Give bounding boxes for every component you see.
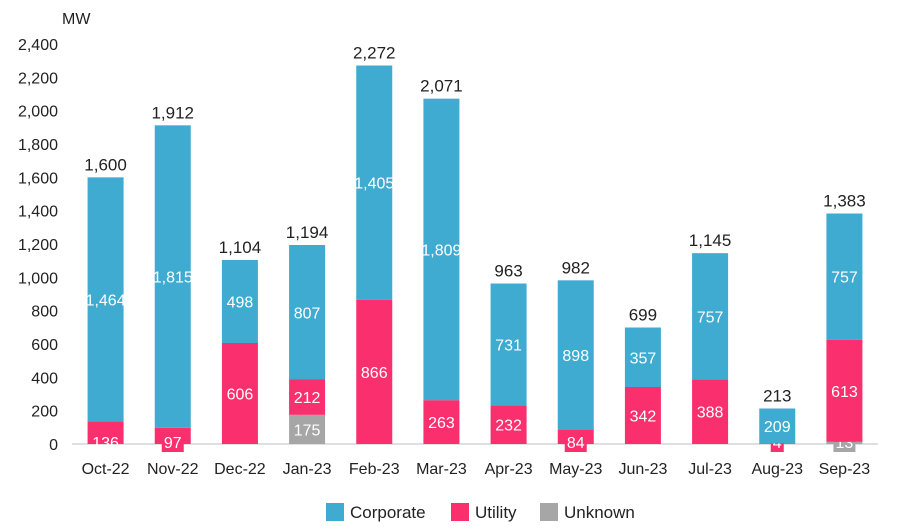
x-tick-label: Mar-23 bbox=[416, 461, 467, 478]
legend-label-unknown: Unknown bbox=[564, 503, 635, 522]
x-axis: Oct-22 Nov-22 Dec-22 Jan-23 Feb-23 Mar-23 Apr-… bbox=[82, 461, 871, 478]
bars-group: 136 1,464 1,600 97 1,815 1,912 606 498 1,104 175 2… bbox=[84, 44, 866, 452]
y-tick-label: 400 bbox=[31, 370, 58, 387]
total-label: 982 bbox=[562, 258, 590, 277]
total-label: 1,145 bbox=[689, 231, 732, 250]
data-label-utility: 232 bbox=[495, 418, 522, 435]
data-label-utility: 212 bbox=[294, 390, 321, 407]
bar-segment-corporate bbox=[289, 245, 326, 380]
y-tick-label: 2,200 bbox=[18, 70, 58, 87]
data-label-utility: 136 bbox=[92, 435, 119, 452]
data-label-utility: 388 bbox=[697, 405, 724, 422]
data-label-corporate: 898 bbox=[562, 348, 589, 365]
y-tick-label: 1,400 bbox=[18, 204, 58, 221]
bar-segment-corporate bbox=[759, 408, 796, 444]
x-tick-label: Oct-22 bbox=[82, 461, 130, 478]
data-label-utility: 613 bbox=[831, 384, 858, 401]
data-label-utility: 606 bbox=[227, 387, 254, 404]
total-label: 1,600 bbox=[84, 155, 127, 174]
total-label: 699 bbox=[629, 306, 657, 325]
data-label-corporate: 1,405 bbox=[354, 176, 394, 193]
x-tick-label: May-23 bbox=[549, 461, 602, 478]
data-label-corporate: 1,809 bbox=[421, 242, 461, 259]
bar-segment-corporate bbox=[87, 177, 124, 422]
legend: Corporate Utility Unknown bbox=[326, 503, 635, 522]
bar-segment-utility bbox=[423, 400, 460, 444]
total-label: 213 bbox=[763, 387, 791, 406]
y-tick-label: 1,800 bbox=[18, 137, 58, 154]
data-label-corporate: 357 bbox=[630, 350, 657, 367]
y-tick-label: 2,400 bbox=[18, 37, 58, 54]
y-axis-label: MW bbox=[62, 11, 91, 28]
y-tick-label: 2,000 bbox=[18, 104, 58, 121]
data-label-corporate: 1,815 bbox=[153, 270, 193, 287]
legend-label-corporate: Corporate bbox=[350, 503, 426, 522]
total-label: 1,912 bbox=[151, 103, 194, 122]
data-label-utility: 4 bbox=[773, 435, 782, 452]
total-label: 1,104 bbox=[219, 238, 262, 257]
total-label: 1,194 bbox=[286, 223, 329, 242]
bar-segment-utility bbox=[87, 421, 124, 444]
x-tick-label: Sep-23 bbox=[819, 461, 871, 478]
data-label-unknown: 175 bbox=[294, 422, 321, 439]
y-tick-label: 600 bbox=[31, 337, 58, 354]
y-tick-label: 200 bbox=[31, 404, 58, 421]
x-tick-label: Dec-22 bbox=[214, 461, 266, 478]
legend-swatch-corporate bbox=[326, 503, 344, 521]
bar-segment-corporate bbox=[423, 98, 460, 401]
data-label-corporate: 731 bbox=[495, 337, 522, 354]
bar-segment-corporate bbox=[490, 283, 527, 406]
data-label-utility: 263 bbox=[428, 415, 455, 432]
bar-segment-utility bbox=[624, 387, 661, 444]
data-label-utility: 97 bbox=[164, 435, 182, 452]
bar-segment-corporate bbox=[356, 65, 393, 300]
data-label-corporate: 209 bbox=[764, 419, 791, 436]
x-tick-label: Jan-23 bbox=[283, 461, 332, 478]
data-label-utility: 342 bbox=[630, 409, 657, 426]
total-label: 1,383 bbox=[823, 192, 866, 211]
data-label-corporate: 757 bbox=[697, 309, 724, 326]
total-label: 2,272 bbox=[353, 44, 396, 63]
bar-segment-corporate bbox=[826, 213, 863, 340]
y-axis: 0 200 400 600 800 1,000 1,200 1,400 1,600 1,800 2,… bbox=[18, 37, 58, 454]
data-label-corporate: 757 bbox=[831, 270, 858, 287]
y-tick-label: 1,000 bbox=[18, 270, 58, 287]
legend-swatch-utility bbox=[451, 503, 469, 521]
bar-segment-corporate bbox=[692, 253, 729, 380]
data-label-corporate: 807 bbox=[294, 305, 321, 322]
data-label-utility: 84 bbox=[567, 435, 585, 452]
y-tick-label: 1,200 bbox=[18, 237, 58, 254]
bar-segment-corporate bbox=[154, 125, 191, 428]
data-label-corporate: 498 bbox=[227, 295, 254, 312]
x-tick-label: Jun-23 bbox=[618, 461, 667, 478]
y-tick-label: 0 bbox=[49, 437, 58, 454]
x-tick-label: Nov-22 bbox=[147, 461, 199, 478]
bar-segment-corporate bbox=[624, 327, 661, 387]
bar-segment-corporate bbox=[557, 280, 594, 430]
x-tick-label: Feb-23 bbox=[349, 461, 400, 478]
legend-label-utility: Utility bbox=[475, 503, 517, 522]
bar-segment-corporate bbox=[221, 260, 258, 343]
y-tick-label: 1,600 bbox=[18, 170, 58, 187]
x-tick-label: Apr-23 bbox=[485, 461, 533, 478]
legend-swatch-unknown bbox=[540, 503, 558, 521]
data-label-corporate: 1,464 bbox=[86, 292, 126, 309]
total-label: 2,071 bbox=[420, 77, 463, 96]
bar-segment-utility bbox=[490, 405, 527, 444]
data-label-bg bbox=[161, 432, 184, 452]
bar-segment-utility bbox=[356, 299, 393, 444]
total-label: 963 bbox=[494, 262, 522, 281]
bar-segment-utility bbox=[289, 379, 326, 415]
data-label-bg bbox=[564, 432, 587, 452]
x-tick-label: Jul-23 bbox=[688, 461, 732, 478]
data-label-utility: 866 bbox=[361, 365, 388, 382]
x-tick-label: Aug-23 bbox=[751, 461, 803, 478]
y-tick-label: 800 bbox=[31, 304, 58, 321]
bar-segment-utility bbox=[221, 343, 258, 444]
bar-segment-utility bbox=[826, 339, 863, 442]
bar-segment-unknown bbox=[289, 414, 326, 444]
bar-segment-utility bbox=[692, 379, 729, 444]
